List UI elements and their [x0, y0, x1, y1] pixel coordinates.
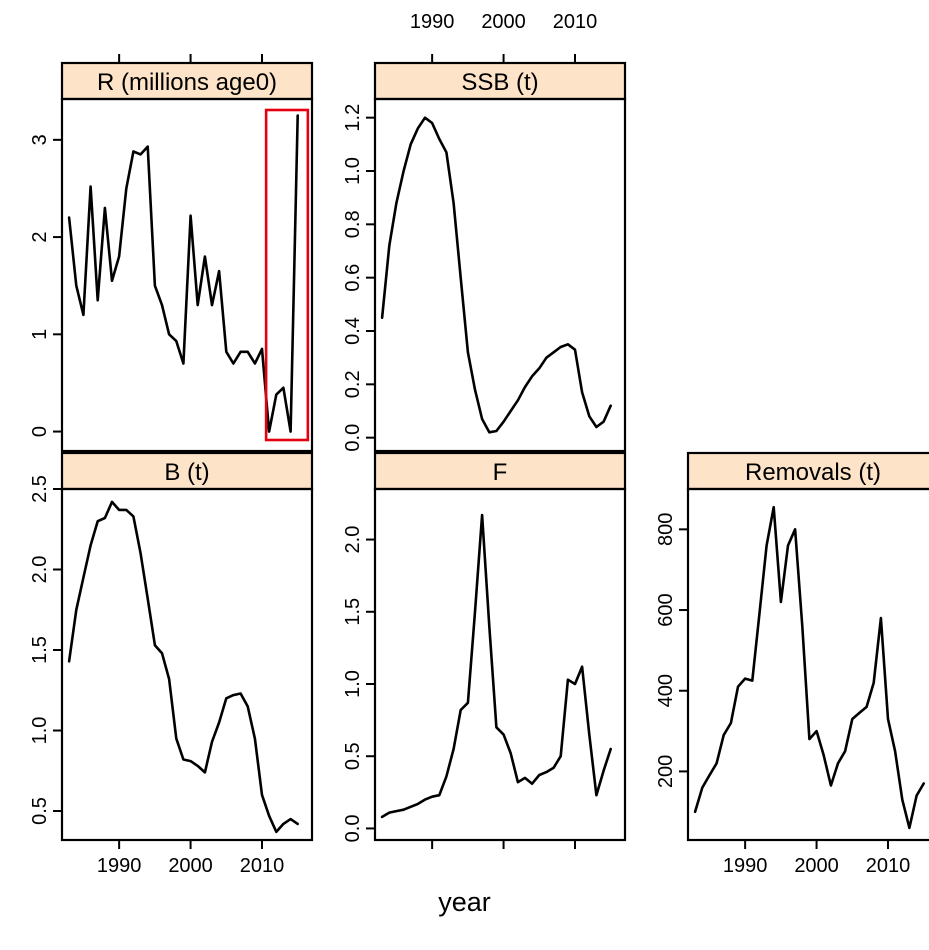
y-tick-label: 600: [655, 593, 677, 626]
plot-frame: [373, 487, 627, 842]
x-tick-label: 2010: [553, 11, 598, 33]
series-line: [693, 505, 925, 830]
panel-title: R (millions age0): [97, 69, 277, 96]
x-tick-label: 1990: [97, 855, 142, 877]
panel-title: F: [493, 459, 508, 486]
y-tick-label: 2: [29, 232, 51, 243]
panel-1: R (millions age0) 0 1 2 3: [29, 54, 314, 453]
y-tick-label: 1.0: [342, 157, 364, 185]
plot-frame: [686, 487, 929, 842]
y-tick-label: 1.5: [29, 636, 51, 664]
y-tick-label: 1.2: [342, 104, 364, 132]
strip-header: [373, 61, 627, 101]
panel-4: F 0.0 0.5 1.0 1.5 2.0: [342, 451, 627, 849]
x-axis-label: year: [438, 887, 491, 917]
y-tick-label: 0.8: [342, 210, 364, 238]
series-line: [67, 500, 299, 834]
y-tick-label: 3: [29, 134, 51, 145]
y-tick-label: 1.0: [342, 670, 364, 698]
x-tick-label: 2010: [866, 855, 911, 877]
x-tick-label: 1990: [410, 11, 455, 33]
plot-frame: [60, 97, 314, 453]
y-tick-label: 2.0: [342, 526, 364, 554]
y-tick-label: 0.5: [29, 797, 51, 825]
y-tick-label: 0.0: [342, 815, 364, 843]
strip-header: [60, 451, 314, 491]
y-tick-label: 1.5: [342, 598, 364, 626]
panel-3: B (t) 0.5 1.0 1.5 2.0 2.5 1990 2000 2010: [29, 451, 314, 877]
y-tick-label: 1: [29, 329, 51, 340]
highlight-box: [264, 108, 310, 442]
y-tick-label: 0.0: [342, 424, 364, 452]
y-tick-label: 0.6: [342, 264, 364, 292]
plot-frame: [373, 97, 627, 453]
series-line: [380, 513, 612, 819]
panel-5: Removals (t) 200 400 600 800 1990 2000 2010: [655, 451, 929, 877]
y-tick-label: 0.5: [342, 742, 364, 770]
y-tick-label: 200: [655, 755, 677, 788]
x-tick-label: 1990: [723, 855, 768, 877]
y-tick-label: 400: [655, 674, 677, 707]
y-tick-label: 0.4: [342, 317, 364, 345]
panel-2: SSB (t) 0.0 0.2 0.4 0.6 0.8 1.0 1.2 1990 2000 2010: [342, 11, 627, 453]
x-tick-label: 2010: [240, 855, 285, 877]
y-tick-label: 800: [655, 513, 677, 546]
panel-title: B (t): [164, 459, 209, 486]
x-tick-label: 2000: [168, 855, 213, 877]
series-line: [67, 114, 299, 433]
strip-header: [60, 61, 314, 101]
plot-frame: [60, 487, 314, 842]
strip-header: [373, 451, 627, 491]
x-tick-label: 2000: [794, 855, 839, 877]
y-tick-label: 2.0: [29, 556, 51, 584]
y-tick-label: 2.5: [29, 475, 51, 503]
y-tick-label: 0: [29, 426, 51, 437]
x-tick-label: 2000: [481, 11, 526, 33]
series-line: [380, 116, 612, 434]
panel-title: SSB (t): [461, 69, 538, 96]
panel-title: Removals (t): [745, 459, 881, 486]
y-tick-label: 0.2: [342, 370, 364, 398]
y-tick-label: 1.0: [29, 717, 51, 745]
